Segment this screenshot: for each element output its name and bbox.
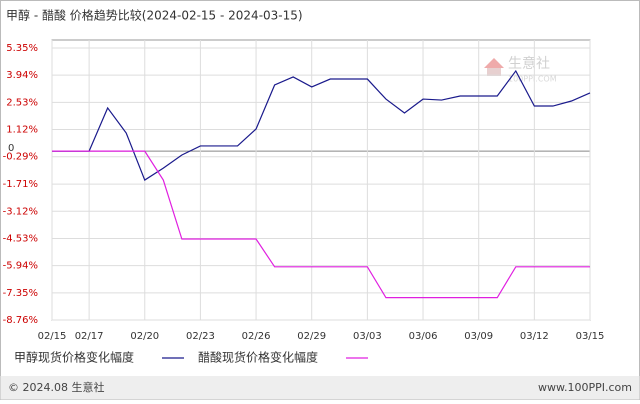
x-tick-label: 03/06 — [409, 331, 438, 342]
x-tick-label: 03/03 — [353, 331, 382, 342]
x-tick-label: 02/15 — [38, 331, 67, 342]
legend-label: 醋酸现货价格变化幅度 — [198, 350, 318, 365]
logo — [487, 68, 501, 76]
y-tick-label: 5.35% — [6, 43, 38, 54]
y-tick-label: -0.29% — [3, 152, 38, 163]
y-tick-label: 3.94% — [6, 70, 38, 81]
line-series — [52, 69, 591, 181]
footer-left: © 2024.08 生意社 — [8, 380, 104, 394]
y-tick-label: -4.53% — [3, 233, 38, 244]
y-tick-label: -5.94% — [3, 261, 38, 272]
y-tick-label: 0 — [8, 143, 14, 154]
y-tick-label: 1.12% — [6, 125, 38, 136]
y-tick-label: -3.12% — [3, 206, 38, 217]
x-tick-label: 02/26 — [242, 331, 271, 342]
chart-title: 甲醇 - 醋酸 价格趋势比较(2024-02-15 - 2024-03-15) — [6, 8, 303, 23]
line-series — [52, 150, 590, 299]
x-tick-label: 02/20 — [130, 331, 159, 342]
x-tick-label: 02/29 — [297, 331, 326, 342]
logo — [484, 58, 504, 68]
y-tick-label: -1.71% — [3, 179, 38, 190]
y-tick-label: -7.35% — [3, 288, 38, 299]
watermark: 生意社 100PPI.COM — [484, 55, 557, 84]
x-tick-label: 02/17 — [75, 331, 104, 342]
x-tick-label: 03/09 — [464, 331, 493, 342]
y-tick-label: 2.53% — [6, 97, 38, 108]
footer-right: www.100PPI.com — [538, 381, 632, 394]
y-tick-label: -8.76% — [3, 315, 38, 326]
x-tick-label: 03/15 — [576, 331, 605, 342]
watermark-text: 100PPI.COM — [508, 75, 557, 84]
watermark-text: 生意社 — [508, 55, 550, 72]
x-tick-label: 02/23 — [186, 331, 215, 342]
x-tick-label: 03/12 — [520, 331, 549, 342]
legend-label: 甲醇现货价格变化幅度 — [14, 350, 134, 365]
footer-bar — [0, 376, 640, 400]
